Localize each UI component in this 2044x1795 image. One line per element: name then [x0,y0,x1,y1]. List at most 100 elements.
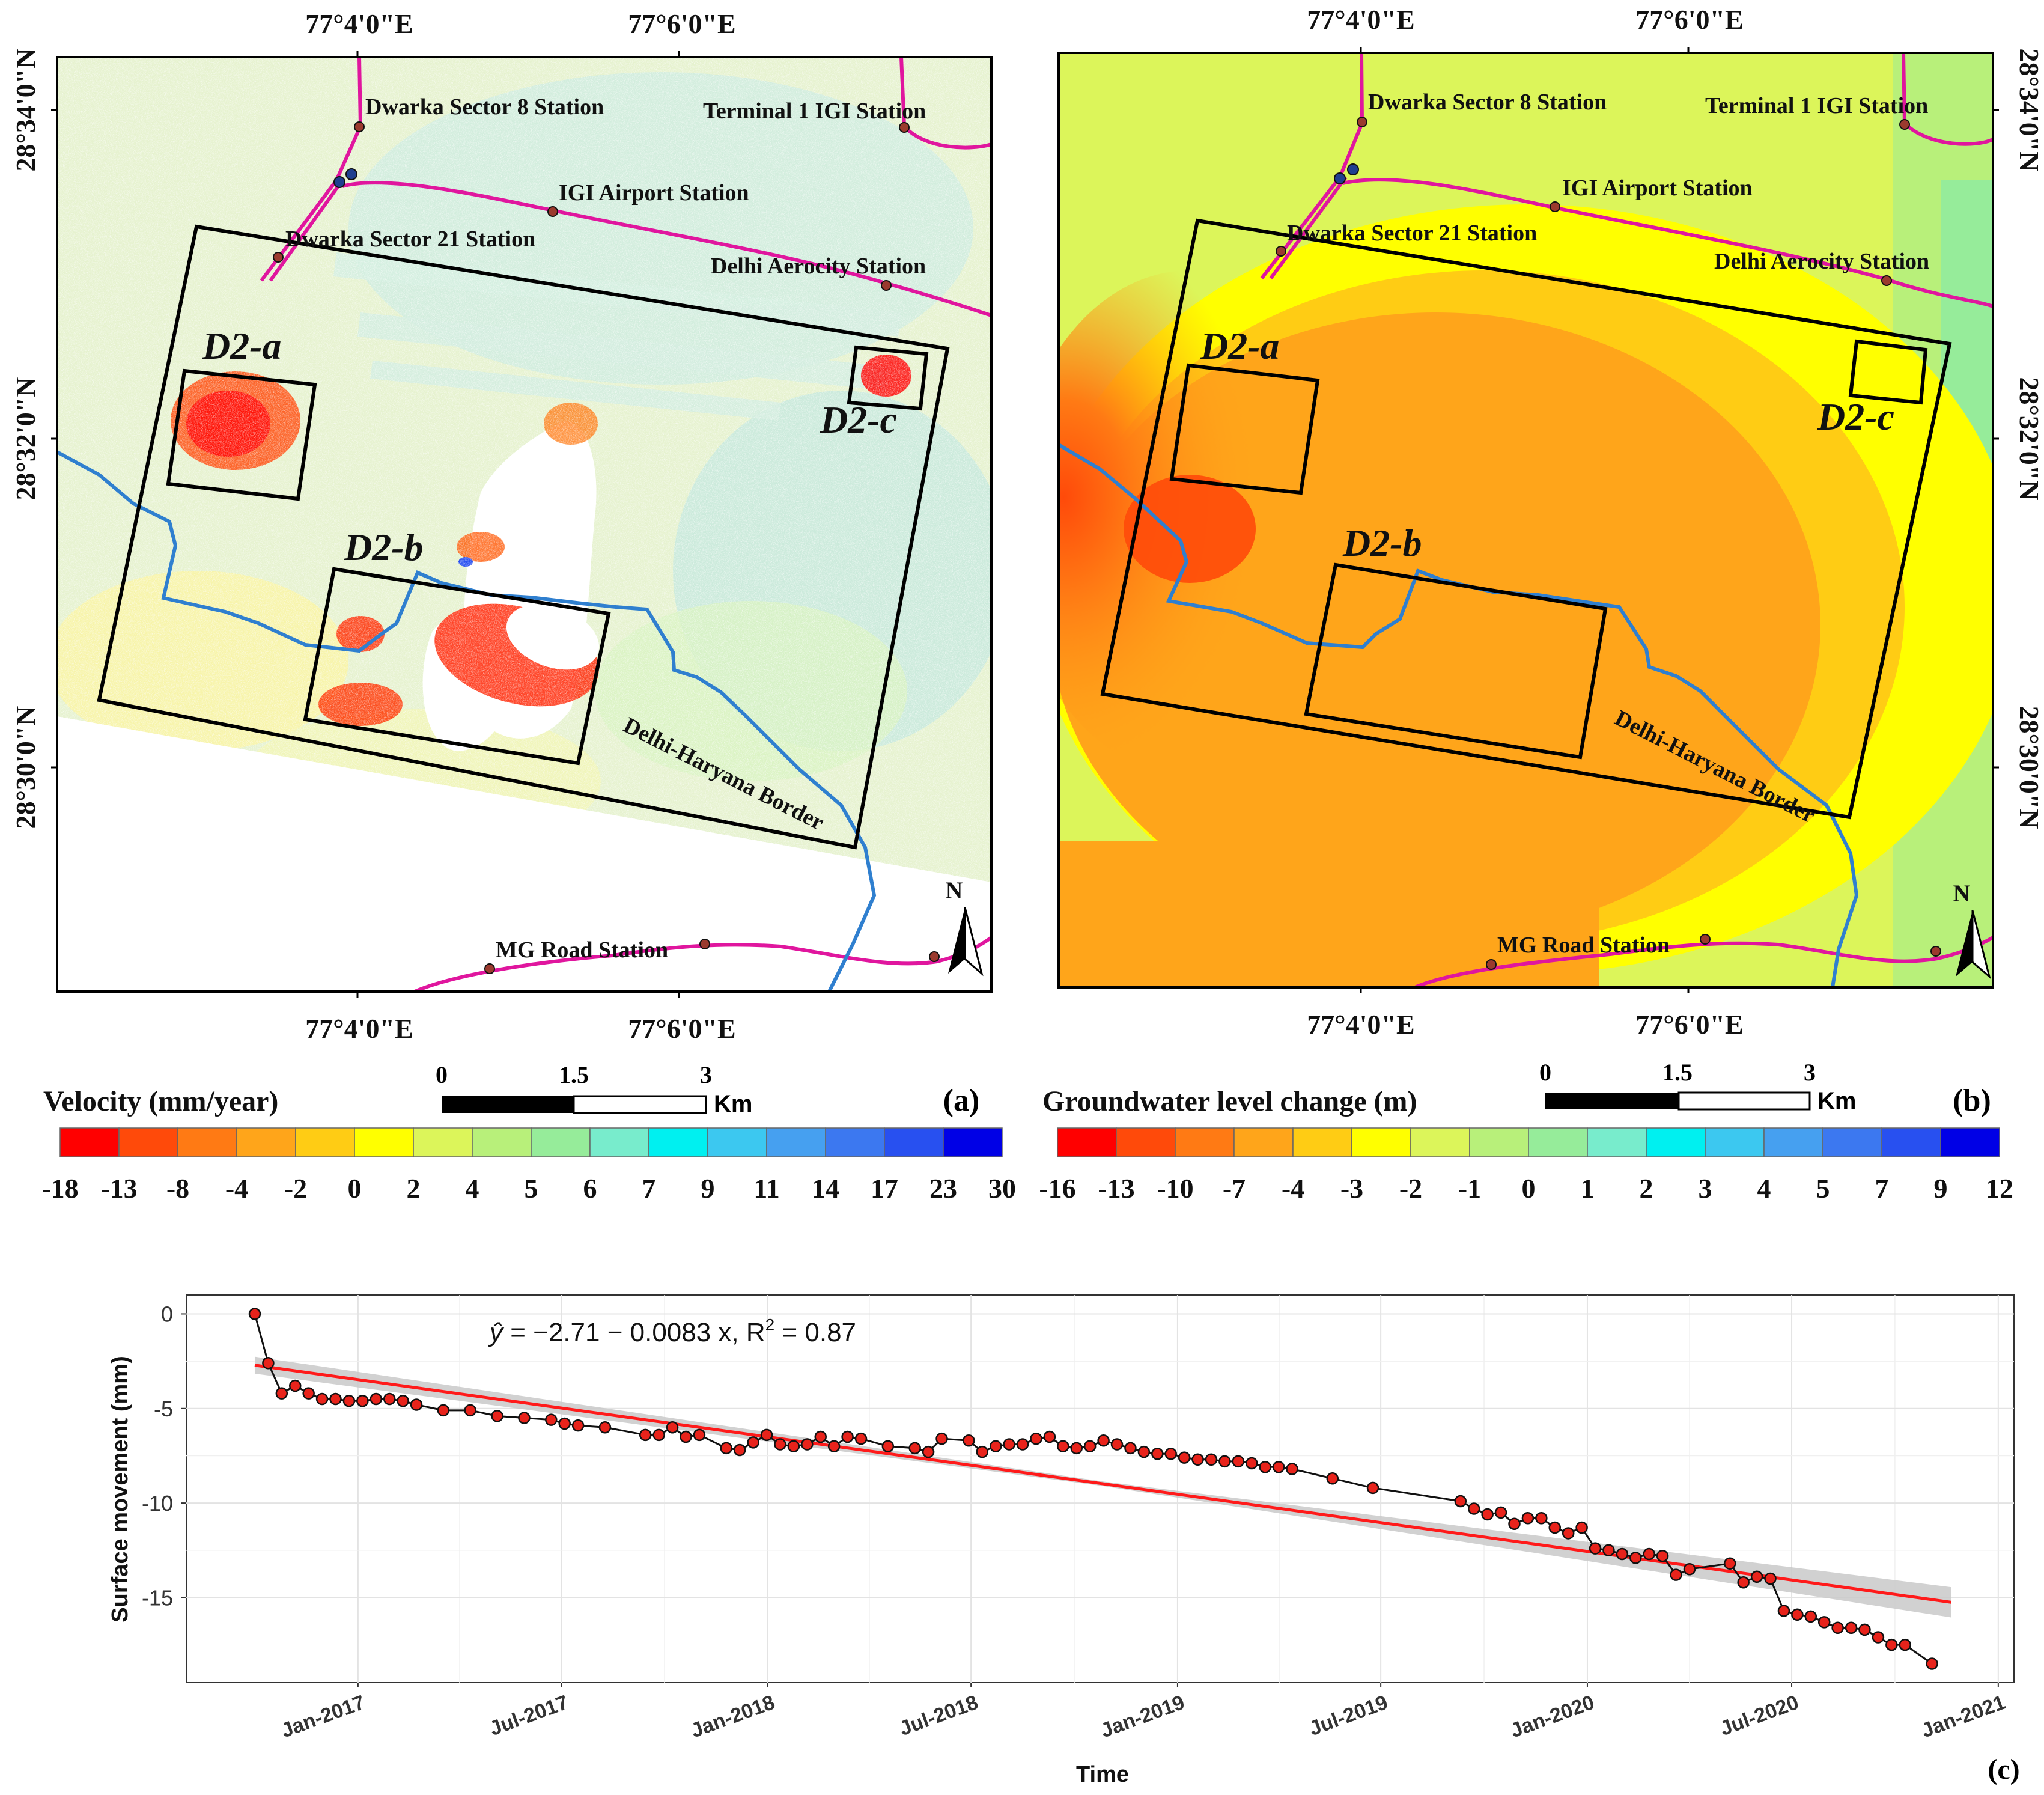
data-point [1272,1461,1285,1473]
x-tick-label: Jul-2020 [1717,1691,1802,1740]
data-point [1872,1631,1885,1644]
data-point [1804,1610,1817,1623]
regression-equation: ŷ = −2.71 − 0.0083 x, R2 = 0.87 [488,1315,856,1347]
data-point [1521,1512,1535,1525]
station-label-mg-road: MG Road Station [496,937,668,963]
colorbar-label: 3 [1699,1173,1712,1204]
colorbar-label: -2 [284,1173,307,1204]
top-tick-label: 77°6'0"E [628,8,735,39]
svg-text:0: 0 [1539,1059,1551,1086]
x-tick-label: Jan-2018 [688,1691,778,1742]
colorbar-swatch [825,1127,885,1157]
data-point [774,1438,786,1451]
zone-label-d2-c: D2-c [820,398,897,441]
colorbar-label: 30 [988,1173,1016,1204]
data-point [1777,1605,1790,1617]
bottom-tick-label: 77°6'0"E [1635,1009,1743,1040]
data-point [1003,1438,1015,1451]
station-label-dwarka-sector-21: Dwarka Sector 21 Station [1287,221,1537,246]
colorbar-label: 0 [348,1173,362,1204]
colorbar-swatch [1175,1127,1235,1157]
y-axis-title: Surface movement (mm) [108,1356,133,1622]
station-label-terminal-1-igi: Terminal 1 IGI Station [703,99,926,124]
colorbar-label: -2 [1399,1173,1422,1204]
colorbar-label: -10 [1157,1173,1193,1204]
data-point [1508,1517,1521,1530]
station-label-igi-airport: IGI Airport Station [559,180,749,206]
data-point [680,1430,692,1443]
scale-bar: 0 1.5 3 Km [436,1061,752,1117]
data-point [397,1394,409,1407]
data-point [383,1392,396,1406]
data-point [1737,1576,1750,1589]
data-point [935,1432,948,1445]
legend-a: Velocity (mm/year) 0 1.5 3 Km (a) -18 -13… [41,1061,1016,1204]
colorbar-label: 17 [871,1173,898,1204]
x-tick-label: Jan-2020 [1507,1691,1598,1742]
colorbar-swatch [1057,1127,1117,1157]
study-rectangles [97,224,950,850]
data-point [1467,1502,1480,1515]
colorbar-label: 7 [642,1173,656,1204]
data-point [545,1413,558,1426]
data-point [288,1379,302,1392]
data-point [1764,1572,1777,1585]
colorbar-label: 0 [1522,1173,1536,1204]
colorbar-label: 2 [1640,1173,1653,1204]
data-point [370,1392,383,1406]
zone-label-d2-a: D2-a [202,325,282,367]
data-point [639,1428,652,1442]
data-point [1110,1438,1124,1451]
colorbar-swatch [295,1127,355,1157]
data-point [1205,1453,1218,1466]
data-point [854,1432,868,1445]
svg-text:Km: Km [714,1091,752,1117]
data-point [491,1410,503,1422]
data-point [976,1445,989,1458]
data-point [814,1430,827,1443]
left-tick-label: 28°34'0"N [10,49,41,172]
colorbar-swatch [413,1127,473,1157]
data-point [1016,1438,1029,1451]
legend-b: Groundwater level change (m) 0 1.5 3 Km … [1039,1059,2013,1204]
zone-label-d2-b: D2-b [344,526,424,568]
colorbar-label: -16 [1039,1173,1075,1204]
colorbar-label: 23 [929,1173,957,1204]
station-label-dwarka-sector-21: Dwarka Sector 21 Station [285,227,535,252]
data-point [1218,1455,1231,1468]
data-point [787,1440,800,1452]
data-point [1899,1638,1912,1651]
colorbar-swatch [648,1127,708,1157]
data-point [1070,1442,1083,1455]
left-tick-label: 28°30'0"N [10,706,41,829]
panel-letter: (a) [943,1083,980,1118]
colorbar-swatch [1292,1127,1352,1157]
data-point [329,1392,342,1406]
data-point [518,1412,531,1424]
data-point [464,1404,476,1417]
svg-text:0: 0 [436,1061,448,1088]
data-point [1602,1544,1615,1557]
metro-lines [260,57,991,992]
colorbar-label: 6 [583,1173,597,1204]
svg-text:Km: Km [1817,1088,1856,1114]
x-tick-label: Jan-2021 [1918,1691,2009,1742]
north-arrow-icon: N [1953,880,1991,980]
data-point [720,1442,733,1455]
data-point [1643,1547,1655,1561]
y-tick-label: 0 [161,1302,173,1326]
station-label-dwarka-sector-8: Dwarka Sector 8 Station [1368,90,1607,115]
colorbar-label: 14 [812,1173,839,1204]
svg-text:3: 3 [700,1061,712,1088]
colorbar-swatch [589,1127,649,1157]
colorbar-swatch [1881,1127,1941,1157]
colorbar-swatch [236,1127,296,1157]
data-point [275,1387,288,1400]
data-point [666,1421,679,1434]
data-point [881,1440,895,1452]
plot-area [186,1294,2015,1683]
data-point [1286,1463,1298,1475]
colorbar-label: -13 [100,1173,137,1204]
data-point [1246,1457,1258,1470]
